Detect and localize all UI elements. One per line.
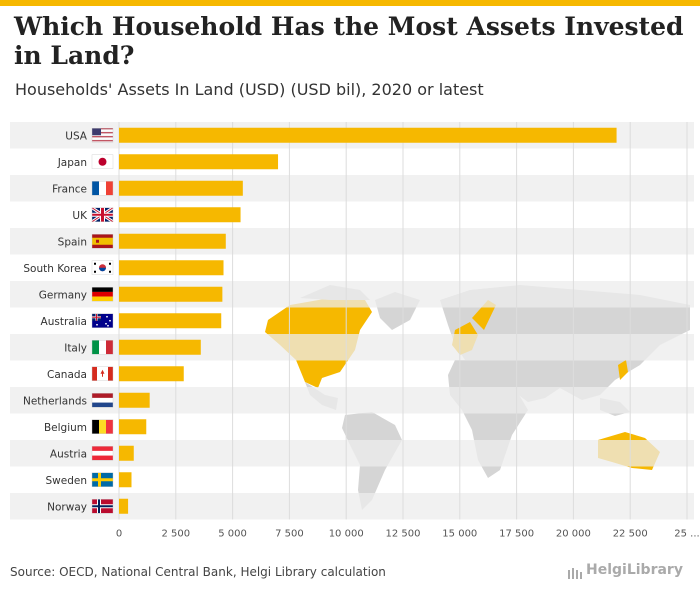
category-label: South Korea <box>23 263 87 275</box>
x-tick-label: 10 000 <box>329 529 364 540</box>
category-label: Netherlands <box>23 395 87 407</box>
category-label: Norway <box>47 501 87 513</box>
spain-flag-icon <box>91 234 114 249</box>
category-label: Australia <box>41 316 87 328</box>
bar <box>119 260 224 276</box>
helgi-library-logo-icon <box>568 568 582 579</box>
category-label: USA <box>65 130 88 142</box>
bar <box>119 419 147 435</box>
helgi-library-logo: HelgiLibrary <box>586 562 683 578</box>
bar <box>119 127 617 143</box>
us-flag-icon <box>91 128 114 143</box>
france-flag-icon <box>91 181 114 196</box>
bar <box>119 207 241 223</box>
x-tick-label: 2 500 <box>161 529 190 540</box>
x-tick-label: 17 500 <box>499 529 534 540</box>
category-label: UK <box>72 210 88 222</box>
category-labels: USA Japan France UK Spain South Korea Germany A… <box>23 130 88 513</box>
category-label: Belgium <box>44 422 87 434</box>
x-tick-label: 20 000 <box>556 529 591 540</box>
category-label: Austria <box>50 448 87 460</box>
bar <box>119 366 184 382</box>
canada-flag-icon <box>91 366 114 381</box>
category-label: Germany <box>39 289 87 301</box>
japan-flag-icon <box>91 154 114 169</box>
south-korea-flag-icon <box>91 260 114 275</box>
sweden-flag-icon <box>91 472 114 487</box>
bar <box>119 233 226 249</box>
bar <box>119 498 129 514</box>
belgium-flag-icon <box>91 419 114 434</box>
bar <box>119 445 134 461</box>
category-label: Italy <box>64 342 87 354</box>
chart-title: Which Household Has the Most Assets Inve… <box>14 12 684 70</box>
category-label: Canada <box>47 369 87 381</box>
bar <box>119 286 223 302</box>
bar-series <box>119 127 617 514</box>
uk-flag-icon <box>91 206 114 223</box>
category-label: Sweden <box>46 475 88 487</box>
germany-flag-icon <box>91 287 114 302</box>
bar <box>119 339 201 355</box>
bar <box>119 154 279 170</box>
x-tick-label: 12 500 <box>386 529 421 540</box>
x-tick-label: 5 000 <box>218 529 247 540</box>
bar <box>119 472 132 488</box>
top-accent-bar <box>0 0 700 6</box>
italy-flag-icon <box>91 340 114 355</box>
norway-flag-icon <box>91 499 114 514</box>
source-note: Source: OECD, National Central Bank, Hel… <box>10 565 386 579</box>
bar <box>119 180 243 196</box>
chart-subtitle: Households' Assets In Land (USD) (USD bi… <box>15 80 484 99</box>
x-axis-ticks: 0 2 500 5 000 7 500 10 000 12 500 15 000 17 500… <box>116 529 700 540</box>
bar <box>119 392 150 408</box>
category-label: Japan <box>57 157 87 169</box>
netherlands-flag-icon <box>91 393 114 408</box>
austria-flag-icon <box>91 446 114 461</box>
x-tick-label: 15 000 <box>442 529 477 540</box>
bar <box>119 313 222 329</box>
x-tick-label: 25 ... <box>674 529 699 540</box>
flag-icons <box>91 128 114 514</box>
category-label: France <box>52 183 87 195</box>
category-label: Spain <box>58 236 87 248</box>
australia-flag-icon <box>91 313 114 328</box>
x-tick-label: 22 500 <box>613 529 648 540</box>
x-tick-label: 0 <box>116 529 122 540</box>
x-tick-label: 7 500 <box>275 529 304 540</box>
